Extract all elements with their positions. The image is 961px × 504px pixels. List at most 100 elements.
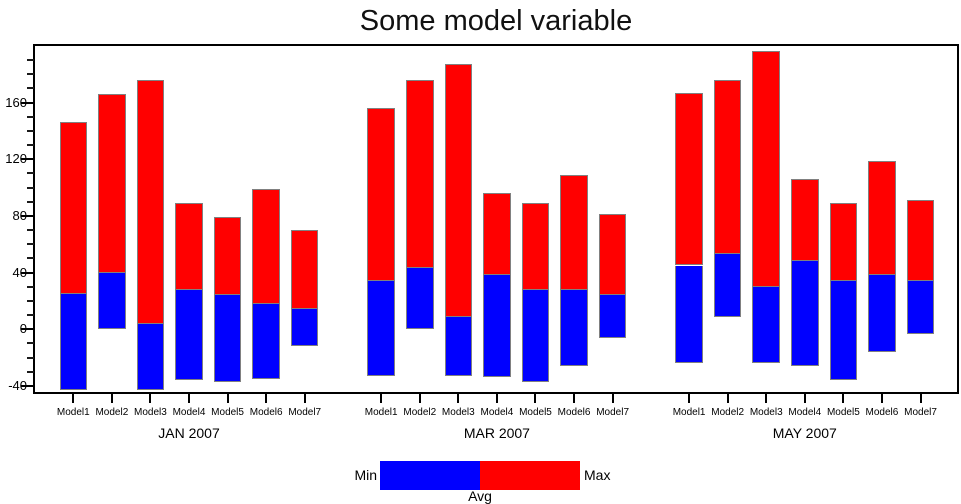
bar-avg-to-max-segment	[290, 230, 319, 310]
model-label: Model5	[519, 407, 552, 418]
model-label: Model7	[596, 407, 630, 418]
y-tick-label: 80	[12, 207, 27, 223]
model-label: Model7	[288, 407, 322, 418]
legend: Min Max Avg	[0, 458, 961, 504]
legend-min-label: Min	[354, 467, 377, 483]
bar-min-to-avg-segment	[675, 265, 703, 364]
y-minor-tick	[27, 144, 34, 147]
model-label: Model6	[249, 407, 283, 418]
x-tick	[418, 394, 421, 403]
model-label: Model2	[711, 407, 745, 418]
y-minor-tick	[27, 257, 34, 260]
bar-avg-to-max-segment	[598, 214, 627, 296]
bar-avg-to-max-segment	[59, 122, 88, 294]
model-label: Model6	[865, 407, 899, 418]
bar-min-to-avg-segment	[483, 275, 511, 378]
bar-avg-to-max-segment	[752, 51, 780, 287]
bar-min-to-avg-segment	[252, 303, 280, 379]
y-tick-label: 120	[5, 151, 27, 167]
y-minor-tick	[27, 314, 34, 317]
model-label: Model3	[749, 407, 783, 418]
group-label: JAN 2007	[158, 425, 220, 441]
bar-avg-to-max-segment	[521, 203, 550, 290]
bar-min-to-avg-segment	[906, 281, 935, 334]
bar-avg-to-max-segment	[791, 179, 819, 262]
bar-min-to-avg-segment	[213, 295, 242, 382]
model-label: Model4	[788, 407, 822, 418]
bar-min-to-avg-segment	[560, 289, 588, 367]
x-tick	[765, 394, 768, 403]
y-major-tick	[21, 271, 34, 274]
bar-min-to-avg-segment	[59, 293, 88, 391]
bar-min-to-avg-segment	[713, 254, 742, 317]
bar-avg-to-max-segment	[444, 64, 473, 317]
y-minor-tick	[27, 299, 34, 302]
x-tick	[534, 394, 537, 403]
y-minor-tick	[27, 342, 34, 345]
model-label: Model2	[95, 407, 129, 418]
x-tick	[880, 394, 883, 403]
y-minor-tick	[27, 356, 34, 359]
x-tick	[611, 394, 614, 403]
bar-avg-to-max-segment	[213, 217, 242, 296]
bar-avg-to-max-segment	[906, 200, 935, 282]
model-label: Model4	[480, 407, 514, 418]
chart-title: Some model variable	[359, 5, 633, 37]
y-minor-tick	[27, 172, 34, 175]
model-label: Model5	[211, 407, 244, 418]
x-tick	[380, 394, 383, 403]
bar-min-to-avg-segment	[752, 286, 780, 364]
x-tick	[188, 394, 190, 403]
y-major-tick	[21, 101, 34, 104]
legend-max-swatch	[480, 461, 580, 490]
legend-max-label: Max	[584, 467, 611, 483]
bar-avg-to-max-segment	[829, 203, 858, 282]
model-label: Model4	[172, 407, 206, 418]
model-label: Model1	[56, 407, 90, 418]
model-label: Model7	[904, 407, 937, 418]
y-minor-tick	[27, 243, 34, 246]
y-tick-label: -40	[8, 378, 27, 393]
bar-avg-to-max-segment	[136, 79, 165, 324]
x-tick	[72, 394, 75, 403]
x-tick	[226, 394, 229, 403]
bar-avg-to-max-segment	[868, 160, 896, 276]
legend-avg-label: Avg	[468, 488, 492, 504]
y-minor-tick	[27, 87, 34, 90]
model-label: Model6	[557, 407, 591, 418]
bar-min-to-avg-segment	[444, 316, 473, 377]
bar-min-to-avg-segment	[521, 289, 550, 382]
y-tick-label: 160	[5, 94, 27, 110]
group-label: MAY 2007	[772, 425, 837, 441]
y-minor-tick	[27, 285, 34, 288]
x-tick	[726, 394, 729, 403]
bar-avg-to-max-segment	[713, 79, 742, 255]
bar-avg-to-max-segment	[483, 193, 511, 276]
model-label: Model2	[403, 407, 437, 418]
y-major-tick	[21, 214, 34, 217]
x-tick	[149, 394, 152, 403]
bar-avg-to-max-segment	[367, 108, 395, 282]
x-tick	[919, 394, 922, 403]
bar-min-to-avg-segment	[829, 281, 858, 381]
model-label: Model1	[364, 407, 398, 418]
y-minor-tick	[27, 229, 34, 232]
y-minor-tick	[27, 186, 34, 189]
y-minor-tick	[27, 200, 34, 203]
x-tick	[110, 394, 113, 403]
bar-min-to-avg-segment	[367, 281, 395, 377]
model-label: Model3	[441, 407, 475, 418]
bar-min-to-avg-segment	[290, 309, 319, 347]
bar-min-to-avg-segment	[136, 323, 165, 391]
x-tick	[495, 394, 498, 403]
x-tick	[803, 394, 806, 403]
bar-avg-to-max-segment	[406, 79, 434, 269]
y-minor-tick	[27, 115, 34, 118]
y-minor-tick	[27, 370, 34, 373]
bar-avg-to-max-segment	[252, 188, 280, 304]
bar-min-to-avg-segment	[598, 295, 627, 338]
x-tick	[842, 394, 845, 403]
bar-min-to-avg-segment	[791, 261, 819, 367]
bar-avg-to-max-segment	[560, 174, 588, 290]
